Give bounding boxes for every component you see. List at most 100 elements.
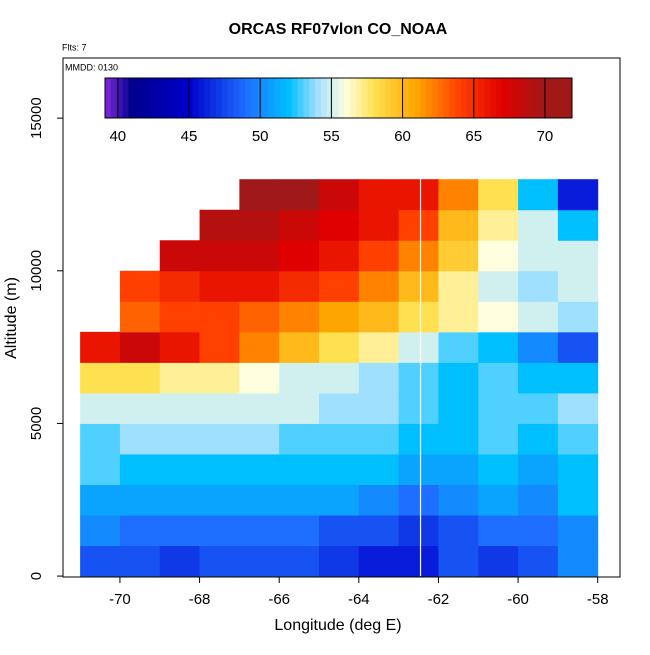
heatmap-cell [279, 484, 320, 516]
heatmap-cell [159, 392, 201, 424]
heatmap-cell [319, 301, 360, 333]
heatmap-cell [398, 484, 439, 516]
heatmap-cell [358, 453, 400, 485]
heatmap-cell [557, 515, 599, 547]
x-tick-label: -64 [348, 591, 370, 608]
heatmap-cell [398, 179, 439, 211]
heatmap-cell [518, 362, 559, 394]
colorbar-swatch [426, 78, 433, 118]
heatmap-cell [119, 453, 161, 485]
heatmap-cell [478, 270, 519, 302]
colorbar-swatch [536, 78, 544, 118]
heatmap-cell [358, 240, 400, 272]
heatmap-cell [279, 362, 320, 394]
heatmap-cell [518, 392, 559, 424]
heatmap-cell [358, 270, 400, 302]
colorbar-swatch [560, 78, 567, 118]
colorbar-swatch [285, 78, 293, 118]
colorbar-swatch [122, 78, 129, 118]
heatmap-cell [478, 209, 519, 241]
colorbar-swatch [180, 78, 188, 118]
heatmap-cell [518, 331, 559, 363]
heatmap-cell [557, 545, 599, 577]
colorbar-swatch [163, 78, 170, 118]
colorbar-swatch [239, 78, 246, 118]
heatmap-cell [398, 362, 439, 394]
x-tick-label: -68 [189, 591, 211, 608]
colorbar-swatch [542, 78, 550, 118]
heatmap-cell [478, 515, 519, 547]
heatmap-cell [199, 362, 240, 394]
colorbar-swatch [379, 78, 386, 118]
colorbar-swatch [496, 78, 503, 118]
colorbar-swatch [215, 78, 223, 118]
heatmap-cell [358, 331, 400, 363]
heatmap-cell [358, 545, 400, 577]
heatmap-cell [239, 515, 280, 547]
heatmap-cell [80, 515, 121, 547]
heatmap-cell [319, 545, 360, 577]
heatmap-cell [478, 240, 519, 272]
y-tick-label: 0 [28, 572, 45, 580]
heatmap-cell [518, 423, 559, 455]
colorbar-swatch [501, 78, 509, 118]
colorbar-swatch [315, 78, 322, 118]
heatmap-cell [438, 301, 479, 333]
heatmap-cell [199, 270, 240, 302]
colorbar-swatch [513, 78, 520, 118]
heatmap-cell [199, 515, 240, 547]
heatmap-cell [319, 484, 360, 516]
colorbar-swatch [431, 78, 439, 118]
heatmap-cell [438, 362, 479, 394]
heatmap-cell [518, 453, 559, 485]
colorbar-swatch [455, 78, 462, 118]
colorbar-swatch [297, 78, 304, 118]
heatmap-cell [438, 453, 479, 485]
heatmap-cell [279, 515, 320, 547]
colorbar-swatch [402, 78, 410, 118]
colorbar-swatch [110, 78, 118, 118]
heatmap-cell [279, 209, 320, 241]
colorbar-swatch [280, 78, 287, 118]
heatmap-cell [159, 240, 201, 272]
heatmap-cell [239, 240, 280, 272]
colorbar-swatch [356, 78, 363, 118]
colorbar-swatch [554, 78, 561, 118]
colorbar-swatch [186, 78, 194, 118]
heatmap-cell [438, 515, 479, 547]
heatmap-cell [398, 209, 439, 241]
heatmap-cell [478, 392, 519, 424]
colorbar-swatch [245, 78, 252, 118]
colorbar-swatch [461, 78, 468, 118]
colorbar-swatch [420, 78, 427, 118]
colorbar-swatch [385, 78, 392, 118]
colorbar-swatch [437, 78, 445, 118]
heatmap-cell [557, 240, 599, 272]
heatmap-cell [279, 423, 320, 455]
colorbar-swatch [140, 78, 147, 118]
heatmap-cell [398, 423, 439, 455]
heatmap-cell [319, 179, 360, 211]
colorbar-swatch [175, 78, 182, 118]
heatmap-cell [279, 301, 320, 333]
heatmap-cell [80, 362, 121, 394]
heatmap-cell [119, 331, 161, 363]
heatmap-cell [438, 240, 479, 272]
heatmap-cell [478, 484, 519, 516]
heatmap-cell [518, 209, 559, 241]
colorbar-swatch [198, 78, 205, 118]
colorbar-tick-label: 60 [394, 128, 411, 145]
heatmap-cell [518, 515, 559, 547]
heatmap-cell [478, 179, 519, 211]
y-tick-label: 15000 [28, 97, 45, 139]
heatmap-cell [80, 331, 121, 363]
colorbar-swatch [507, 78, 515, 118]
heatmap-cell [279, 270, 320, 302]
heatmap-cell [199, 484, 240, 516]
colorbar-swatch [525, 78, 532, 118]
heatmap-cell [239, 331, 280, 363]
colorbar-swatch [262, 78, 269, 118]
heatmap-cell [119, 301, 161, 333]
heatmap-cell [478, 331, 519, 363]
